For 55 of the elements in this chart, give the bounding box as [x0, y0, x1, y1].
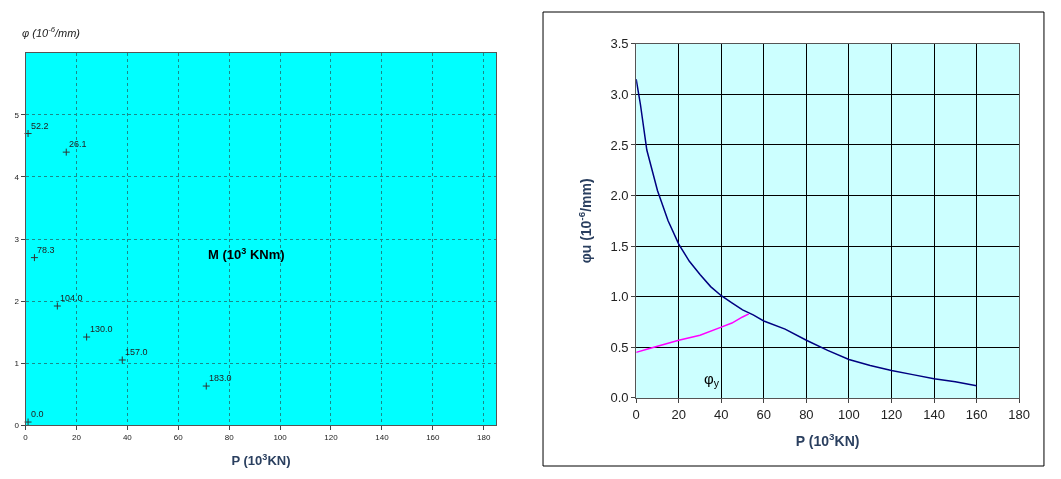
y-tick-label: 0.0 — [610, 390, 629, 406]
y-tick-label: 2 — [14, 296, 20, 306]
x-tick-label: 160 — [426, 432, 441, 442]
x-tick-label: 120 — [880, 406, 903, 422]
y-tick-label: 1 — [14, 358, 20, 368]
x-axis-title: P (10$^{3}$KN) — [795, 430, 860, 449]
x-tick-label: 100 — [838, 406, 860, 422]
annotation: 0.0 — [31, 409, 44, 419]
annotation: M (10$^{3}$ KNm) — [208, 246, 285, 263]
x-tick-label: 0 — [632, 406, 640, 422]
annotation: 26.1 — [69, 139, 87, 149]
annotation: 52.2 — [31, 121, 49, 131]
x-tick-label: 120 — [324, 432, 339, 442]
y-tick-label: 4 — [14, 172, 20, 182]
y-tick-label: 3.5 — [610, 36, 629, 52]
x-tick-label: 40 — [714, 406, 729, 422]
x-tick-label: 140 — [923, 406, 945, 422]
x-tick-label: 160 — [965, 406, 988, 422]
annotation: 183.0 — [209, 373, 232, 383]
point — [62, 148, 71, 157]
point — [118, 355, 127, 364]
x-tick-label: 60 — [756, 406, 772, 422]
x-tick-label: 100 — [273, 432, 288, 442]
annotation: 130.0 — [90, 324, 113, 334]
x-tick-label: 20 — [671, 406, 686, 422]
y-tick-label: 1.0 — [610, 289, 629, 305]
line-series — [636, 313, 750, 354]
x-tick-label: 20 — [71, 432, 82, 442]
y-tick-label: 2.5 — [610, 137, 629, 153]
x-tick-label: 180 — [1008, 406, 1030, 422]
x-tick-label: 60 — [173, 432, 184, 442]
point — [24, 129, 33, 138]
x-tick-label: 0 — [23, 432, 29, 442]
y-tick-label: 0 — [14, 420, 20, 430]
annotation: φ$_{y}$ — [704, 370, 720, 390]
x-tick-label: 180 — [477, 432, 491, 442]
annotation: 78.3 — [37, 245, 55, 255]
y-tick-label: 3 — [14, 234, 20, 244]
y-tick-label: 5 — [14, 110, 20, 120]
point — [82, 333, 91, 342]
point — [30, 253, 39, 262]
x-tick-label: 140 — [375, 432, 390, 442]
y-tick-label: 0.5 — [610, 339, 629, 355]
x-tick-label: 80 — [799, 406, 814, 422]
point — [202, 382, 211, 391]
y-axis-title: φ (10$^{-6}$/mm) — [22, 25, 81, 39]
y-tick-label: 3.0 — [610, 86, 629, 102]
x-tick-label: 40 — [122, 432, 133, 442]
point — [53, 302, 62, 311]
y-tick-label: 1.5 — [610, 238, 629, 254]
annotation: 157.0 — [125, 347, 148, 357]
annotation: 104.0 — [60, 293, 83, 303]
y-tick-label: 2.0 — [610, 188, 629, 204]
x-tick-label: 80 — [224, 432, 235, 442]
x-axis-title: P (10$^{3}$KN) — [231, 451, 291, 469]
